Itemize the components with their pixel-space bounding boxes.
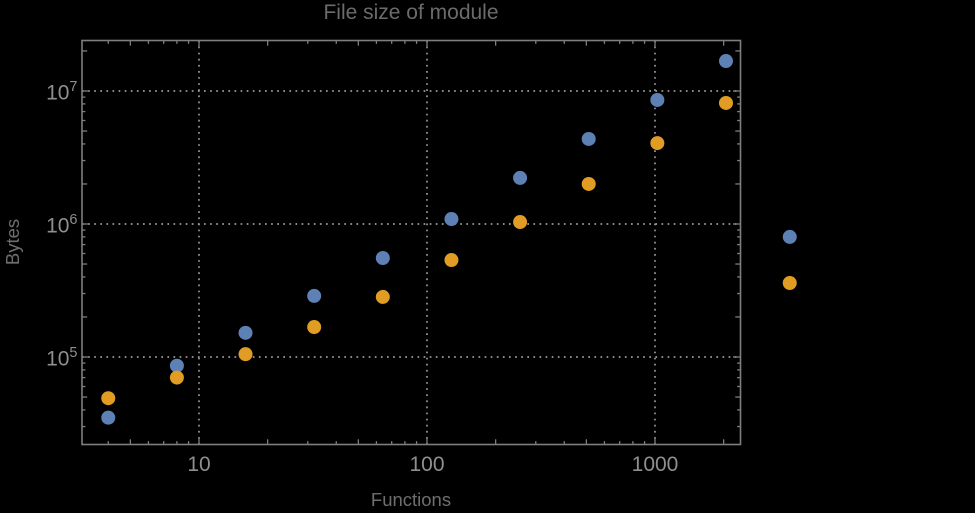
data-point-orange <box>238 347 253 362</box>
data-point-blue <box>307 288 322 303</box>
data-point-orange <box>307 320 322 335</box>
x-tick-label: 100 <box>409 453 444 476</box>
data-point-orange <box>375 289 390 304</box>
data-point-orange <box>169 370 184 385</box>
data-point-orange <box>513 215 528 230</box>
x-tick-label: 10 <box>187 453 210 476</box>
plot-frame <box>81 39 742 446</box>
data-point-orange <box>444 253 459 268</box>
x-tick-label: 1000 <box>632 453 679 476</box>
x-axis-label: Functions <box>370 489 452 510</box>
data-point-blue <box>375 251 390 266</box>
data-point-orange <box>581 176 596 191</box>
data-point-blue <box>782 229 797 244</box>
data-point-orange <box>718 95 733 110</box>
data-point-orange <box>650 136 665 151</box>
data-point-blue <box>650 92 665 107</box>
data-point-blue <box>101 410 116 425</box>
data-point-blue <box>169 358 184 373</box>
data-point-blue <box>581 131 596 146</box>
data-point-blue <box>718 54 733 69</box>
y-tick-label: 106 <box>46 212 77 238</box>
data-point-blue <box>444 212 459 227</box>
data-point-orange <box>101 391 116 406</box>
y-tick-label: 107 <box>46 79 77 105</box>
data-point-orange <box>782 276 797 291</box>
y-tick-label: 105 <box>46 345 77 371</box>
data-point-blue <box>513 170 528 185</box>
chart-title: File size of module <box>323 1 499 24</box>
data-point-blue <box>238 325 253 340</box>
